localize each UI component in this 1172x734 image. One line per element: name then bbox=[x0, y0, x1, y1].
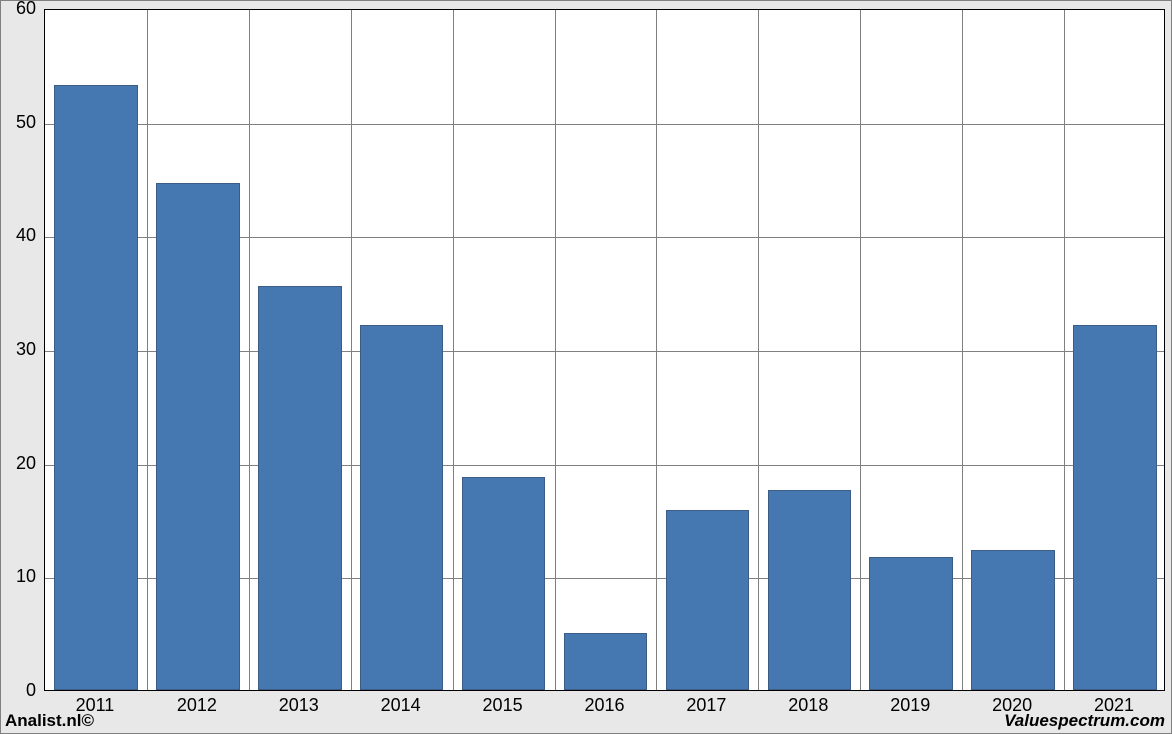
bar bbox=[258, 286, 342, 690]
y-tick-label: 50 bbox=[1, 112, 36, 133]
y-tick-label: 60 bbox=[1, 0, 36, 19]
bar bbox=[156, 183, 240, 690]
y-tick-label: 0 bbox=[1, 680, 36, 701]
x-tick-label: 2019 bbox=[859, 695, 961, 716]
x-tick-label: 2013 bbox=[248, 695, 350, 716]
bar bbox=[666, 510, 750, 690]
x-tick-label: 2018 bbox=[757, 695, 859, 716]
y-tick-label: 20 bbox=[1, 453, 36, 474]
gridline-v bbox=[962, 10, 963, 690]
credit-left: Analist.nl© bbox=[5, 711, 94, 731]
gridline-v bbox=[860, 10, 861, 690]
bar bbox=[462, 477, 546, 690]
bar bbox=[768, 490, 852, 690]
chart-container: 0102030405060 20112012201320142015201620… bbox=[0, 0, 1172, 734]
gridline-v bbox=[147, 10, 148, 690]
gridline-v bbox=[351, 10, 352, 690]
gridline-v bbox=[1064, 10, 1065, 690]
bar bbox=[360, 325, 444, 690]
x-tick-label: 2015 bbox=[452, 695, 554, 716]
bar bbox=[869, 557, 953, 690]
y-tick-label: 10 bbox=[1, 566, 36, 587]
bar bbox=[971, 550, 1055, 690]
gridline-v bbox=[453, 10, 454, 690]
y-tick-label: 30 bbox=[1, 339, 36, 360]
bar bbox=[564, 633, 648, 690]
gridline-v bbox=[758, 10, 759, 690]
gridline-h bbox=[45, 124, 1164, 125]
y-tick-label: 40 bbox=[1, 225, 36, 246]
x-tick-label: 2016 bbox=[554, 695, 656, 716]
gridline-v bbox=[249, 10, 250, 690]
plot-area bbox=[44, 9, 1165, 691]
x-tick-label: 2012 bbox=[146, 695, 248, 716]
gridline-v bbox=[555, 10, 556, 690]
gridline-v bbox=[656, 10, 657, 690]
credit-right: Valuespectrum.com bbox=[1004, 711, 1165, 731]
bar bbox=[1073, 325, 1157, 690]
x-tick-label: 2017 bbox=[655, 695, 757, 716]
bar bbox=[54, 85, 138, 690]
x-tick-label: 2014 bbox=[350, 695, 452, 716]
